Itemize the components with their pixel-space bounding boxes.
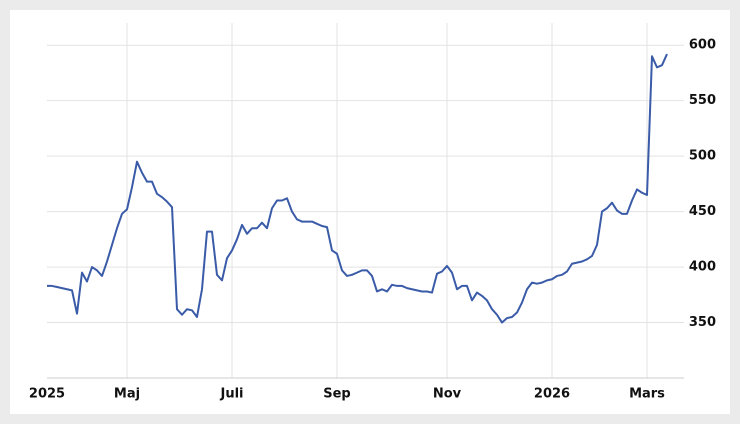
x-tick-label: Maj — [114, 387, 140, 402]
x-tick-label: Mars — [629, 387, 665, 402]
x-tick-label: Juli — [219, 387, 243, 402]
x-tick-label: Sep — [323, 387, 351, 402]
y-tick-label: 400 — [689, 260, 716, 275]
y-tick-label: 350 — [689, 315, 716, 330]
y-tick-label: 500 — [689, 149, 716, 164]
x-tick-label: 2026 — [534, 387, 570, 402]
y-tick-label: 450 — [689, 204, 716, 219]
y-tick-label: 600 — [689, 38, 716, 53]
x-tick-label: Nov — [433, 387, 462, 402]
price-line — [47, 53, 668, 324]
y-tick-label: 550 — [689, 93, 716, 108]
x-tick-label: 2025 — [29, 387, 65, 402]
